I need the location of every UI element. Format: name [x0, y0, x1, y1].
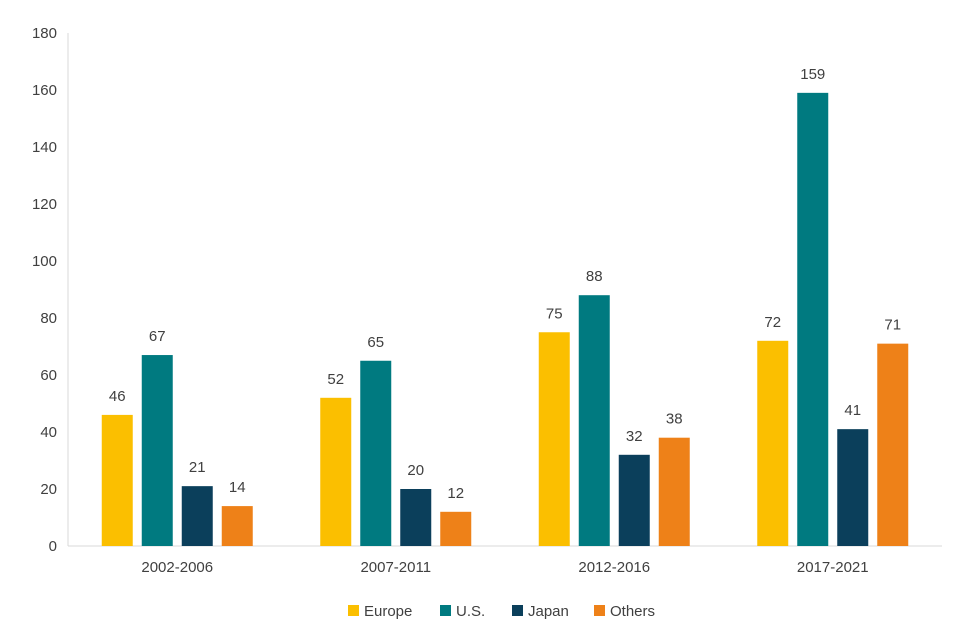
- data-label: 71: [884, 317, 901, 334]
- y-tick-label: 160: [32, 82, 57, 99]
- data-label: 72: [764, 314, 781, 331]
- y-tick-label: 180: [32, 25, 57, 42]
- bar-others-2012-2016: [658, 437, 690, 546]
- legend-label: Japan: [528, 603, 569, 620]
- y-axis: 0 20 40 60 80 100 120 140 160 180: [32, 25, 69, 555]
- y-tick-label: 120: [32, 196, 57, 213]
- legend-label: Europe: [364, 603, 412, 620]
- data-label: 21: [189, 459, 206, 476]
- x-axis: 2002-2006 2007-2011 2012-2016 2017-2021: [68, 545, 942, 576]
- bar-europe-2017-2021: [757, 340, 789, 546]
- y-tick-label: 0: [49, 538, 57, 555]
- bar-europe-2012-2016: [538, 332, 570, 546]
- bar-others-2007-2011: [440, 511, 472, 546]
- y-tick-label: 40: [40, 424, 57, 441]
- legend-swatch-japan: [512, 605, 523, 616]
- data-label: 38: [666, 411, 683, 428]
- data-labels: 46 67 21 14 52 65 20 12 75 88 32 38 72 159 41 71: [109, 66, 901, 502]
- data-label: 65: [367, 334, 384, 351]
- bar-japan-2007-2011: [400, 489, 432, 546]
- bar-us-2007-2011: [360, 360, 392, 546]
- bar-japan-2017-2021: [837, 429, 869, 546]
- bar-europe-2007-2011: [320, 397, 352, 546]
- legend-swatch-us: [440, 605, 451, 616]
- data-label: 75: [546, 305, 563, 322]
- bar-others-2002-2006: [221, 506, 253, 546]
- data-label: 46: [109, 388, 126, 405]
- legend-swatch-europe: [348, 605, 359, 616]
- data-label: 88: [586, 268, 603, 285]
- data-label: 20: [407, 462, 424, 479]
- data-label: 159: [800, 66, 825, 83]
- bar-japan-2012-2016: [618, 454, 650, 546]
- x-tick-label: 2002-2006: [141, 559, 213, 576]
- y-tick-label: 140: [32, 139, 57, 156]
- data-label: 52: [327, 371, 344, 388]
- legend-label: U.S.: [456, 603, 485, 620]
- legend: Europe U.S. Japan Others: [348, 603, 655, 620]
- y-tick-label: 60: [40, 367, 57, 384]
- y-tick-label: 100: [32, 253, 57, 270]
- data-label: 14: [229, 479, 246, 496]
- y-tick-label: 80: [40, 310, 57, 327]
- bar-europe-2002-2006: [101, 414, 133, 546]
- data-label: 32: [626, 428, 643, 445]
- x-tick-label: 2012-2016: [578, 559, 650, 576]
- data-label: 41: [844, 402, 861, 419]
- bars: [101, 92, 909, 546]
- y-tick-label: 20: [40, 481, 57, 498]
- bar-us-2012-2016: [578, 295, 610, 546]
- bar-japan-2002-2006: [181, 486, 213, 546]
- data-label: 67: [149, 328, 166, 345]
- bar-others-2017-2021: [877, 343, 909, 546]
- x-tick-label: 2007-2011: [360, 559, 431, 576]
- bar-us-2017-2021: [797, 92, 829, 546]
- data-label: 12: [447, 485, 464, 502]
- bar-us-2002-2006: [141, 355, 173, 546]
- x-tick-label: 2017-2021: [797, 559, 869, 576]
- legend-label: Others: [610, 603, 655, 620]
- legend-swatch-others: [594, 605, 605, 616]
